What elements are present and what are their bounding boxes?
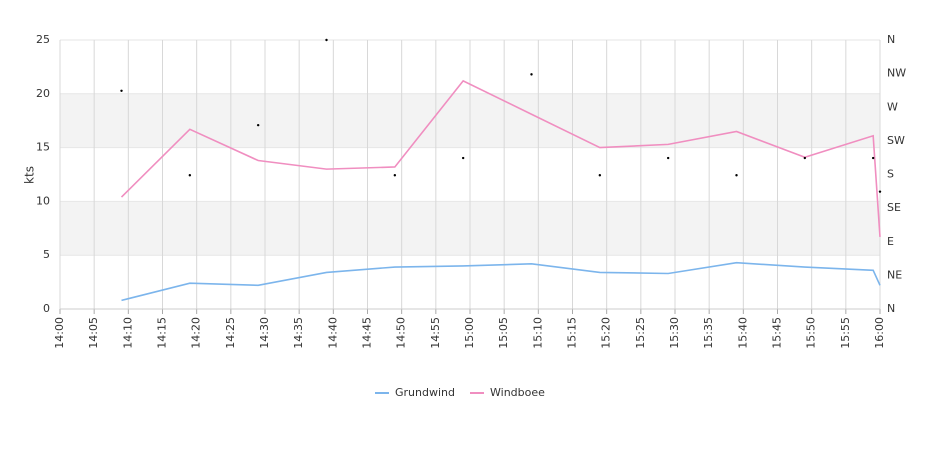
x-tick-label: 14:30 [258,317,271,349]
y-tick-label: 25 [36,33,50,46]
direction-dot [120,89,123,93]
x-tick-label: 15:05 [497,317,510,349]
direction-dot [803,156,807,160]
x-tick-label: 15:15 [566,317,579,349]
x-tick-label: 15:50 [805,317,818,349]
direction-dot [461,156,465,160]
x-tick-label: 14:20 [190,317,203,349]
y2-tick-label: N [887,33,895,46]
y2-tick-label: SW [887,134,905,147]
direction-dot [256,123,260,127]
x-tick-label: 15:25 [634,317,647,349]
series-line [121,261,881,302]
y-tick-label: 10 [36,194,50,207]
x-tick-label: 16:00 [873,317,886,349]
x-tick-label: 15:35 [702,317,715,349]
direction-dot [393,174,397,177]
x-tick-label: 14:05 [87,317,100,349]
x-tick-label: 14:55 [429,317,442,349]
y-axis-label: kts [23,166,37,184]
direction-dot [871,156,875,160]
x-tick-label: 14:15 [156,317,169,349]
direction-dot [598,174,602,177]
x-tick-label: 14:45 [361,317,374,349]
x-tick-label: 15:00 [463,317,476,349]
x-tick-label: 14:35 [292,317,305,349]
legend-label: Grundwind [395,386,455,399]
y2-tick-label: W [887,100,898,113]
x-tick-label: 14:00 [53,317,66,349]
x-tick-label: 15:45 [771,317,784,349]
y-tick-label: 0 [43,302,50,315]
y-tick-label: 5 [43,248,50,261]
x-tick-label: 15:55 [839,317,852,349]
x-tick-label: 14:40 [326,317,339,349]
x-tick-label: 15:40 [736,317,749,349]
y2-tick-label: E [887,235,894,248]
x-tick-label: 15:10 [531,317,544,349]
direction-dot [188,174,192,177]
x-tick-label: 14:50 [395,317,408,349]
y-tick-label: 15 [36,141,50,154]
y2-tick-label: S [887,168,894,181]
y2-tick-label: NE [887,268,902,281]
direction-dot [666,156,670,160]
direction-dot [735,174,738,177]
y-tick-label: 20 [36,87,50,100]
x-tick-label: 14:25 [224,317,237,349]
direction-dot [325,38,328,42]
x-tick-label: 15:20 [600,317,613,349]
y2-tick-label: NW [887,67,906,80]
y2-tick-label: N [887,302,895,315]
y2-tick-label: SE [887,201,901,214]
direction-dot [530,73,533,76]
direction-dot [878,190,882,193]
x-tick-label: 15:30 [668,317,681,349]
legend-label: Windboee [490,386,545,399]
x-tick-label: 14:10 [121,317,134,349]
